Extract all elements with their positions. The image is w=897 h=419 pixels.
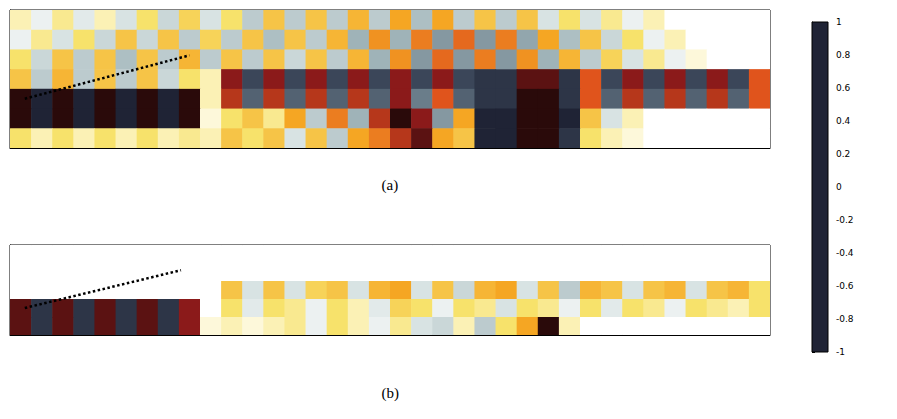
- svg-text:0.4: 0.4: [836, 116, 851, 126]
- svg-text:0: 0: [836, 182, 842, 192]
- svg-text:-0.6: -0.6: [836, 281, 854, 291]
- svg-text:(a): (a): [382, 177, 399, 194]
- svg-text:(b): (b): [382, 385, 400, 402]
- svg-text:0.2: 0.2: [836, 149, 850, 159]
- svg-text:-0.8: -0.8: [836, 314, 854, 324]
- svg-text:0.8: 0.8: [836, 50, 851, 60]
- svg-text:0.6: 0.6: [836, 83, 851, 93]
- svg-text:-1: -1: [836, 347, 845, 357]
- svg-text:-0.2: -0.2: [836, 215, 854, 225]
- svg-text:-0.4: -0.4: [836, 248, 854, 258]
- svg-text:1: 1: [836, 17, 842, 27]
